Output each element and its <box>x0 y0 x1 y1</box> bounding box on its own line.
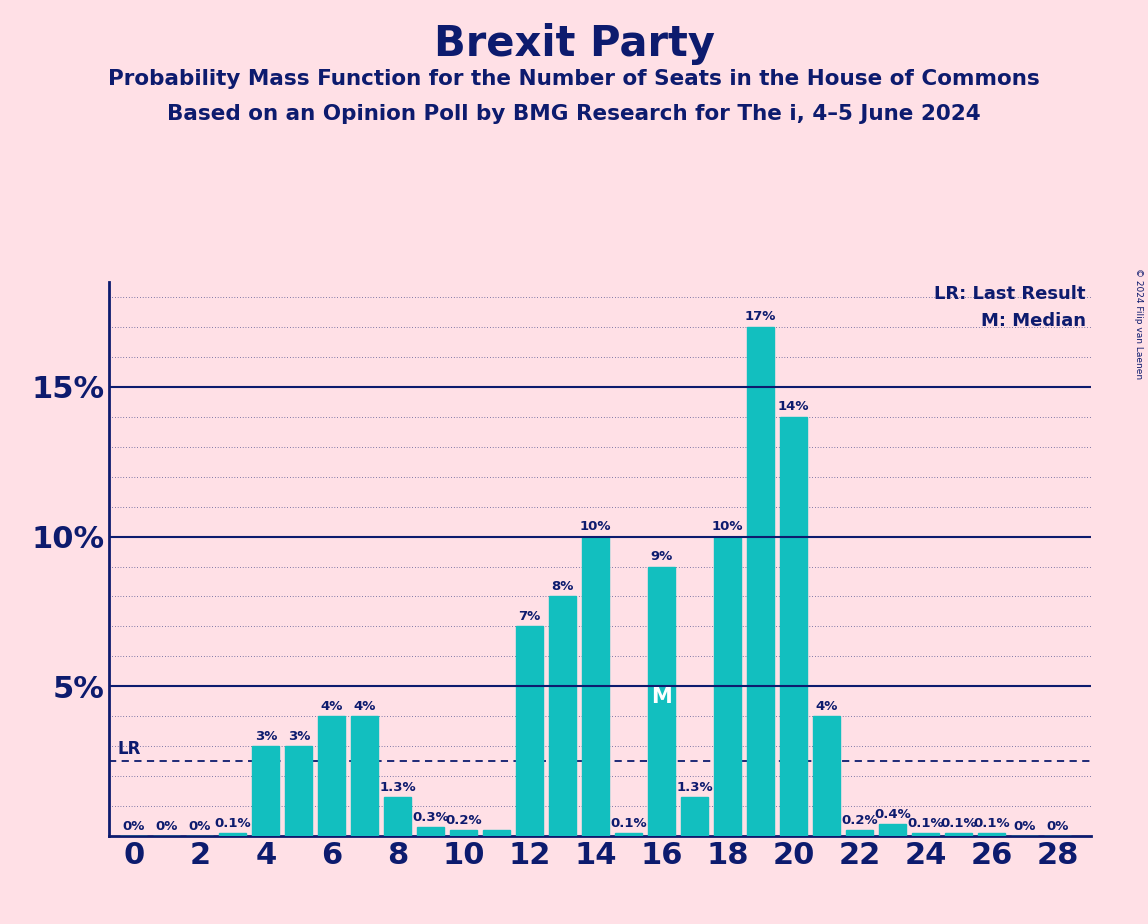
Text: 3%: 3% <box>288 730 310 743</box>
Bar <box>747 327 774 836</box>
Bar <box>219 833 247 836</box>
Text: 4%: 4% <box>320 699 343 712</box>
Bar <box>582 537 610 836</box>
Text: Brexit Party: Brexit Party <box>434 23 714 65</box>
Bar <box>517 626 543 836</box>
Text: 0.1%: 0.1% <box>611 817 647 830</box>
Text: Based on an Opinion Poll by BMG Research for The i, 4–5 June 2024: Based on an Opinion Poll by BMG Research… <box>168 104 980 125</box>
Bar <box>649 566 675 836</box>
Text: 0%: 0% <box>188 820 211 833</box>
Bar <box>913 833 939 836</box>
Bar <box>681 797 708 836</box>
Text: 0.2%: 0.2% <box>841 814 878 827</box>
Bar <box>945 833 972 836</box>
Bar <box>351 716 379 836</box>
Bar <box>285 747 312 836</box>
Text: 0.1%: 0.1% <box>974 817 1010 830</box>
Text: 0.4%: 0.4% <box>875 808 912 821</box>
Bar <box>714 537 742 836</box>
Text: 0%: 0% <box>1014 820 1035 833</box>
Text: 10%: 10% <box>712 520 744 533</box>
Text: 3%: 3% <box>255 730 277 743</box>
Text: 0%: 0% <box>156 820 178 833</box>
Text: 14%: 14% <box>778 400 809 413</box>
Bar <box>318 716 346 836</box>
Text: 4%: 4% <box>354 699 375 712</box>
Text: © 2024 Filip van Laenen: © 2024 Filip van Laenen <box>1134 268 1143 379</box>
Bar <box>879 824 906 836</box>
Text: 17%: 17% <box>745 310 776 323</box>
Text: LR: Last Result: LR: Last Result <box>934 285 1086 302</box>
Bar <box>846 831 874 836</box>
Text: 0.3%: 0.3% <box>412 810 449 823</box>
Text: 0.1%: 0.1% <box>940 817 977 830</box>
Text: 0.1%: 0.1% <box>907 817 944 830</box>
Text: 10%: 10% <box>580 520 612 533</box>
Bar <box>385 797 411 836</box>
Bar <box>978 833 1006 836</box>
Bar <box>483 831 510 836</box>
Bar <box>781 417 807 836</box>
Text: 0%: 0% <box>123 820 145 833</box>
Text: M: M <box>651 687 672 708</box>
Text: 1.3%: 1.3% <box>380 781 416 794</box>
Text: 4%: 4% <box>815 699 838 712</box>
Bar <box>813 716 840 836</box>
Text: Probability Mass Function for the Number of Seats in the House of Commons: Probability Mass Function for the Number… <box>108 69 1040 90</box>
Bar <box>549 597 576 836</box>
Text: M: Median: M: Median <box>980 312 1086 330</box>
Text: 9%: 9% <box>651 550 673 563</box>
Text: 0.1%: 0.1% <box>215 817 251 830</box>
Bar <box>253 747 279 836</box>
Text: 1.3%: 1.3% <box>676 781 713 794</box>
Bar <box>450 831 478 836</box>
Text: LR: LR <box>117 740 141 759</box>
Bar <box>615 833 642 836</box>
Text: 7%: 7% <box>519 610 541 623</box>
Text: 0.2%: 0.2% <box>445 814 482 827</box>
Text: 0%: 0% <box>1047 820 1069 833</box>
Bar <box>417 827 444 836</box>
Text: 8%: 8% <box>551 580 574 593</box>
